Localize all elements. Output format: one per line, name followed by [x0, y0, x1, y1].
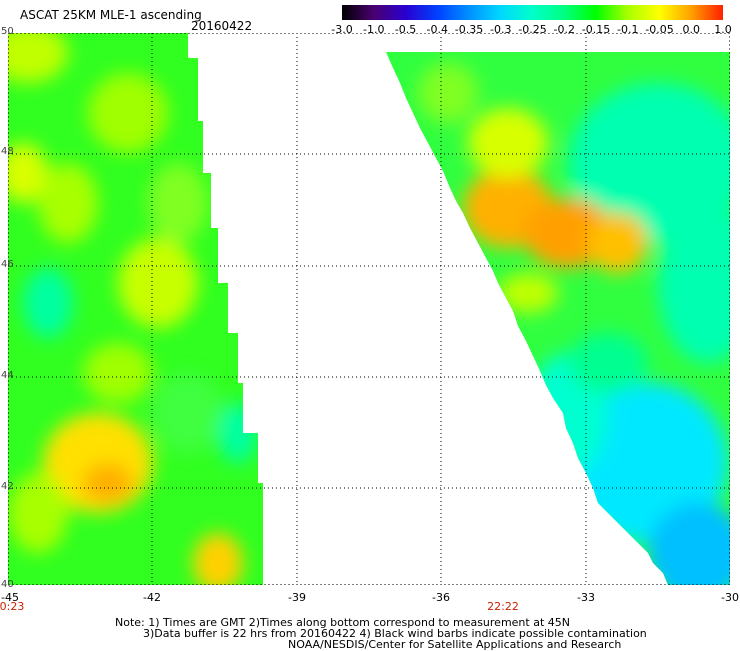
- map-border: [8, 33, 730, 585]
- time-label-right: 22:22: [487, 600, 519, 613]
- colorbar-label: -0.2: [553, 23, 575, 36]
- lat-label-48: 48: [1, 146, 14, 157]
- time-label-left: 0:23: [0, 600, 25, 613]
- colorbar-label: -0.25: [518, 23, 547, 36]
- lon-label-minus45: -45: [1, 591, 19, 604]
- left-swath: [8, 33, 263, 585]
- colorbar-label: -0.4: [426, 23, 448, 36]
- colorbar-labels: -3.0 -1.0 -0.5 -0.4 -0.35 -0.3 -0.25 -0.2 -0.15-…: [330, 23, 735, 37]
- lon-label-minus39: -39: [288, 591, 306, 604]
- lat-label-46: 46: [1, 259, 14, 270]
- colorbar-label: -0.3: [490, 23, 512, 36]
- note-line-2: 3)Data buffer is 22 hrs from 20160422 4)…: [143, 627, 647, 640]
- right-swath: [386, 52, 730, 585]
- colorbar-label: -0.15: [581, 23, 611, 36]
- lat-label-44: 44: [1, 370, 14, 381]
- lon-label-minus36: -36: [432, 591, 450, 604]
- colorbar-label: 1.0: [714, 23, 732, 36]
- map-title: ASCAT 25KM MLE-1 ascending: [20, 8, 202, 22]
- note-line-3: NOAA/NESDIS/Center for Satellite Applica…: [288, 638, 622, 651]
- colorbar-label: -0.5: [394, 23, 417, 36]
- lon-label-minus33: -33: [577, 591, 595, 604]
- lon-label-minus30: -30: [721, 591, 739, 604]
- colorbar-label: -0.1: [617, 23, 639, 36]
- colorbar-gradient: [342, 5, 723, 20]
- colorbar: [342, 5, 723, 20]
- map-plot: [8, 33, 730, 585]
- map-gridlines: [8, 33, 730, 585]
- lat-label-42: 42: [1, 481, 14, 492]
- colorbar-label: -3.0: [331, 23, 353, 36]
- colorbar-label: -1.0: [363, 23, 385, 36]
- colorbar-label: 0.0: [682, 23, 701, 36]
- map-date: 20160422: [191, 19, 253, 33]
- latitude-axis: 50 48 46 44 42 40: [0, 0, 30, 650]
- lon-label-minus42: -42: [143, 591, 161, 604]
- lat-label-40: 40: [1, 579, 14, 590]
- colorbar-label: -0.35: [454, 23, 484, 36]
- lat-label-50: 50: [1, 26, 14, 37]
- note-line-1: Note: 1) Times are GMT 2)Times along bot…: [115, 616, 570, 629]
- colorbar-label: -0.05: [645, 23, 674, 36]
